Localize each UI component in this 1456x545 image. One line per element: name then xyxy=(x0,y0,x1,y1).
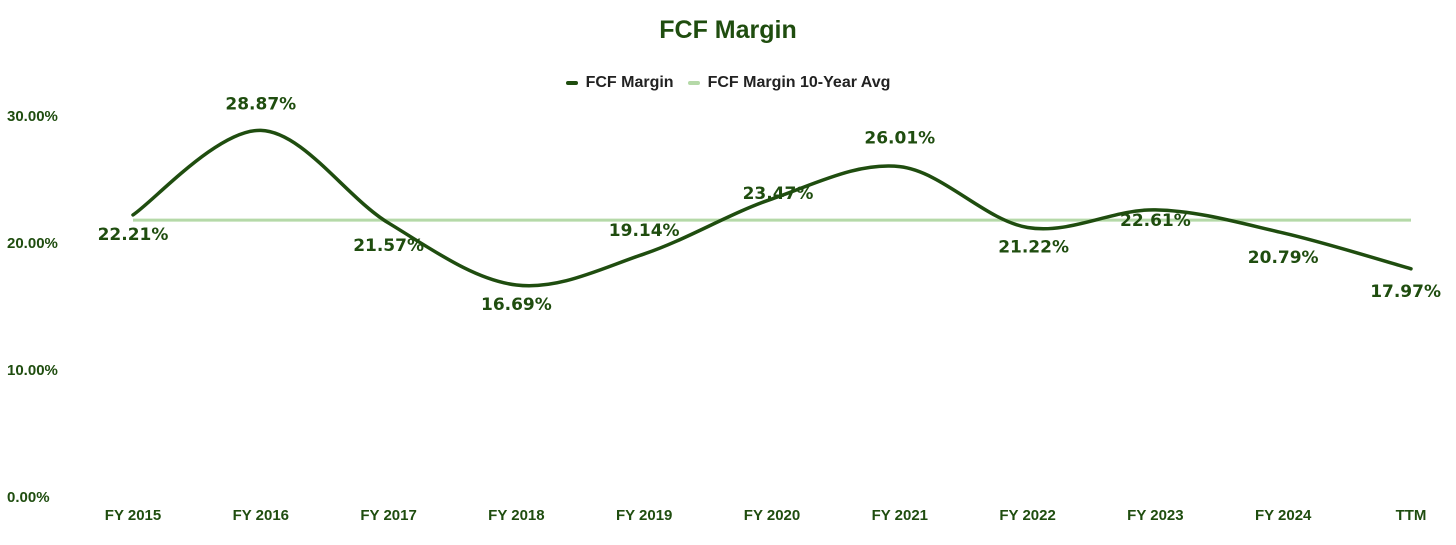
data-label: 16.69% xyxy=(481,295,552,315)
x-tick-label: FY 2018 xyxy=(488,507,544,524)
data-label: 22.21% xyxy=(98,225,169,245)
legend-item-fcf-margin[interactable]: FCF Margin xyxy=(565,74,674,92)
data-label: 20.79% xyxy=(1248,248,1319,268)
x-tick-label: FY 2017 xyxy=(360,507,416,524)
y-tick-label: 20.00% xyxy=(7,235,58,252)
x-tick-label: TTM xyxy=(1396,507,1427,524)
data-label: 28.87% xyxy=(225,94,296,114)
data-label: 22.61% xyxy=(1120,211,1191,231)
chart-title: FCF Margin xyxy=(659,16,797,44)
legend-label-ten-year-avg: FCF Margin 10-Year Avg xyxy=(707,74,891,91)
data-label: 26.01% xyxy=(864,129,935,149)
data-label: 21.22% xyxy=(998,238,1069,258)
x-tick-label: FY 2015 xyxy=(105,507,161,524)
x-tick-label: FY 2021 xyxy=(872,507,928,524)
x-tick-label: FY 2023 xyxy=(1127,507,1183,524)
y-tick-label: 30.00% xyxy=(7,108,58,125)
data-label: 23.47% xyxy=(743,184,814,204)
data-label: 17.97% xyxy=(1370,282,1441,302)
x-tick-label: FY 2016 xyxy=(233,507,289,524)
x-tick-label: FY 2020 xyxy=(744,507,800,524)
legend-item-ten-year-avg[interactable]: FCF Margin 10-Year Avg xyxy=(687,74,891,92)
x-tick-label: FY 2024 xyxy=(1255,507,1312,524)
legend-swatch-fcf-margin xyxy=(565,81,578,85)
x-tick-label: FY 2022 xyxy=(999,507,1055,524)
legend: FCF Margin FCF Margin 10-Year Avg xyxy=(0,74,1456,92)
legend-swatch-ten-year-avg xyxy=(687,81,700,85)
fcf-margin-line xyxy=(131,128,1413,288)
x-tick-label: FY 2019 xyxy=(616,507,672,524)
data-label: 21.57% xyxy=(353,236,424,256)
y-tick-label: 0.00% xyxy=(7,489,50,506)
y-tick-label: 10.00% xyxy=(7,362,58,379)
data-label: 19.14% xyxy=(609,221,680,241)
legend-label-fcf-margin: FCF Margin xyxy=(585,74,674,91)
